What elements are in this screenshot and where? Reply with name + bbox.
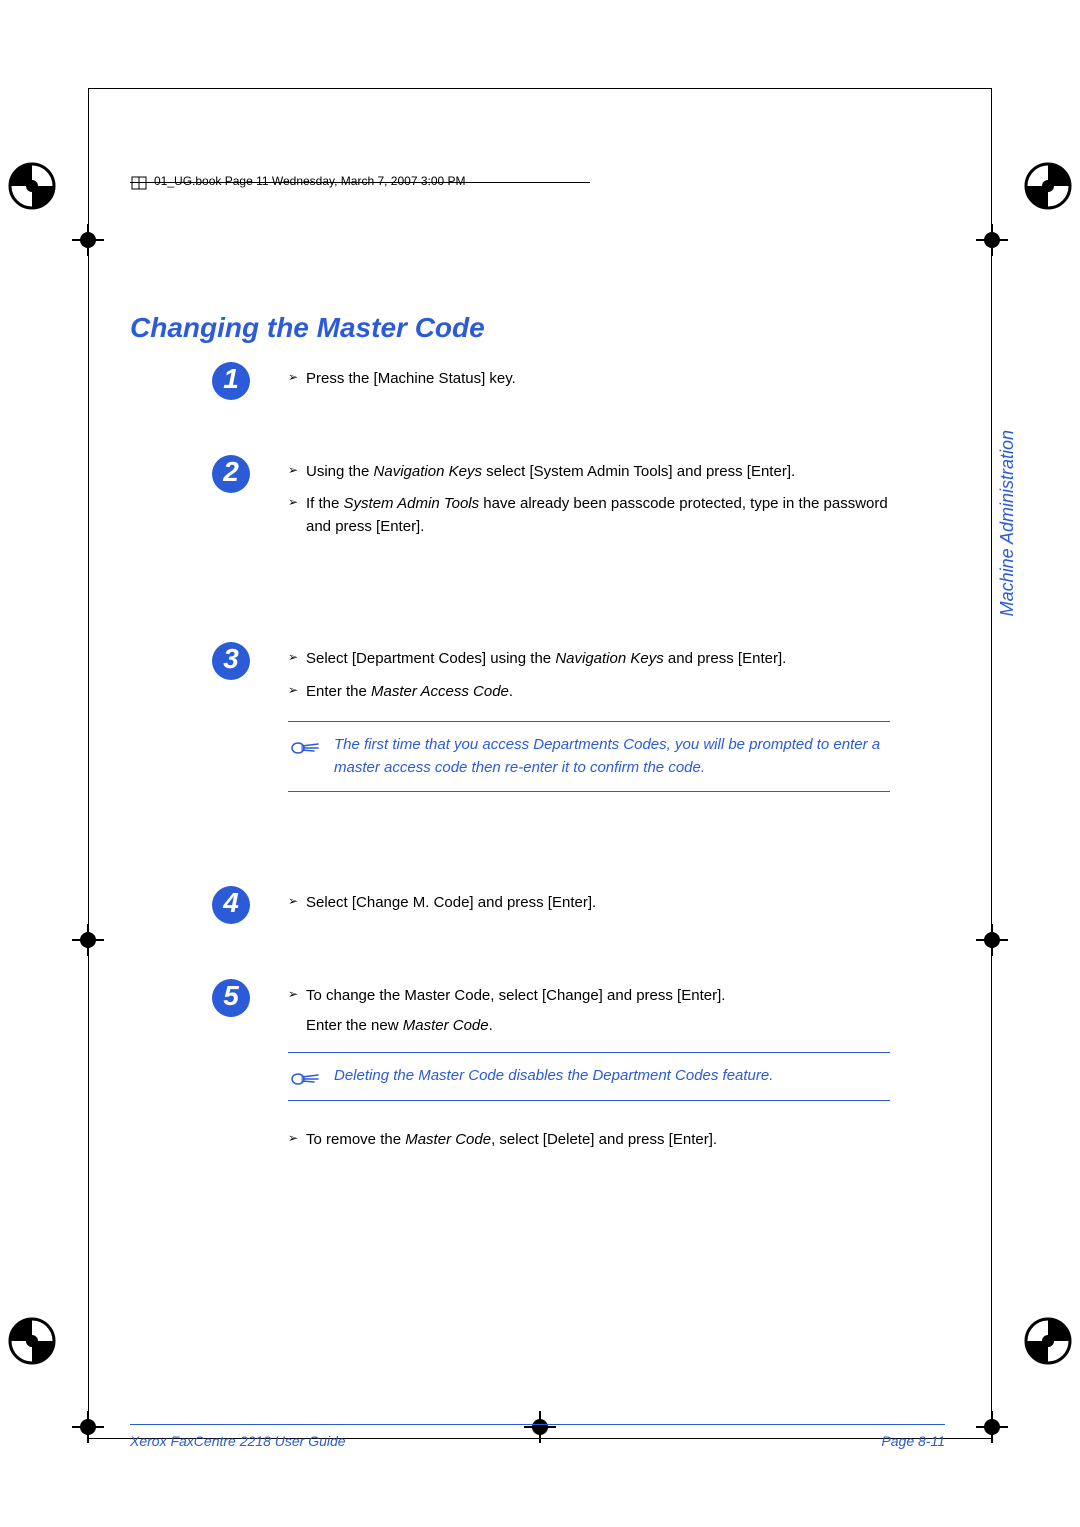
instruction-bullet: Press the [Machine Status] key. [288, 368, 890, 391]
instruction-bullet: To remove the Master Code, select [Delet… [288, 1129, 890, 1152]
crop-target-mr [976, 924, 1008, 956]
instruction-bullet: To change the Master Code, select [Chang… [288, 985, 890, 1008]
footer-page-number: Page 8-11 [881, 1433, 945, 1449]
note-text: The first time that you access Departmen… [334, 734, 890, 779]
crop-target-bl [72, 1411, 104, 1443]
reg-mark-top-right [1018, 156, 1078, 216]
reg-mark-bottom-right [1018, 1311, 1078, 1371]
step-1: 1Press the [Machine Status] key. [130, 368, 890, 391]
reg-mark-top-left [2, 156, 62, 216]
note-callout: Deleting the Master Code disables the De… [288, 1052, 890, 1101]
header-text: 01_UG.book Page 11 Wednesday, March 7, 2… [154, 174, 466, 188]
crop-target-tl [72, 224, 104, 256]
crop-target-tr [976, 224, 1008, 256]
header-line: 01_UG.book Page 11 Wednesday, March 7, 2… [130, 172, 590, 192]
note-hand-icon [288, 1067, 324, 1087]
note-hand-icon [288, 736, 324, 756]
step-5: 5To change the Master Code, select [Chan… [130, 985, 890, 1152]
instruction-bullet: If the System Admin Tools have already b… [288, 493, 890, 538]
footer-guide-name: Xerox FaxCentre 2218 User Guide [130, 1433, 346, 1449]
step-2: 2Using the Navigation Keys select [Syste… [130, 461, 890, 539]
instruction-bullet: Using the Navigation Keys select [System… [288, 461, 890, 484]
instruction-bullet: Enter the Master Access Code. [288, 681, 890, 704]
step-4: 4Select [Change M. Code] and press [Ente… [130, 892, 890, 915]
instruction-text: Enter the new Master Code. [306, 1017, 890, 1034]
note-callout: The first time that you access Departmen… [288, 721, 890, 792]
instruction-bullet: Select [Change M. Code] and press [Enter… [288, 892, 890, 915]
page-title: Changing the Master Code [130, 312, 485, 344]
instruction-bullet: Select [Department Codes] using the Navi… [288, 648, 890, 671]
crop-target-ml [72, 924, 104, 956]
step-3: 3Select [Department Codes] using the Nav… [130, 648, 890, 792]
page-footer: Xerox FaxCentre 2218 User Guide Page 8-1… [130, 1424, 945, 1449]
step-number-badge: 1 [212, 362, 250, 400]
step-number-badge: 3 [212, 642, 250, 680]
reg-mark-bottom-left [2, 1311, 62, 1371]
book-icon [130, 174, 148, 192]
note-text: Deleting the Master Code disables the De… [334, 1065, 773, 1088]
side-chapter-label: Machine Administration [997, 430, 1018, 616]
crop-target-br [976, 1411, 1008, 1443]
content-area: 1Press the [Machine Status] key.2Using t… [130, 368, 890, 1191]
step-number-badge: 5 [212, 979, 250, 1017]
step-number-badge: 2 [212, 455, 250, 493]
step-number-badge: 4 [212, 886, 250, 924]
